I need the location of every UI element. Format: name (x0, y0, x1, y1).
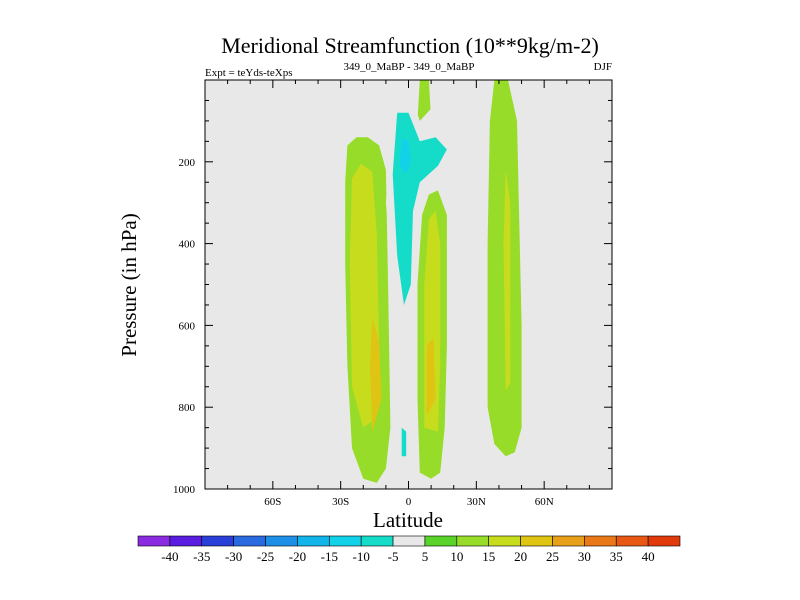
colorbar-level-label: 25 (546, 549, 559, 564)
x-tick-label: 60N (535, 496, 554, 508)
plot-area: 60S 30S 0 30N 60N 200 400 600 800 1000 (173, 79, 613, 508)
colorbar-swatch (615, 535, 649, 547)
colorbar-level-label: -15 (321, 549, 338, 564)
contour-fills (345, 80, 522, 483)
experiment-dates: 349_0_MaBP - 349_0_MaBP (344, 61, 475, 73)
colorbar-swatch (456, 535, 490, 547)
contour-region-neg-upper-peak (399, 137, 411, 175)
colorbar-swatch (137, 535, 171, 547)
colorbar-level-label: 15 (482, 549, 495, 564)
contour-region-neg-lower-core (401, 427, 407, 457)
colorbar-level-label: -20 (289, 549, 306, 564)
colorbar-level-label: -25 (257, 549, 274, 564)
season-label: DJF (594, 61, 612, 73)
x-tick-label: 0 (406, 496, 412, 508)
colorbar-swatch (392, 535, 426, 547)
colorbar-level-label: -30 (225, 549, 242, 564)
y-tick-label: 1000 (173, 484, 196, 496)
contour-region-nh-cell-core (503, 170, 511, 391)
x-tick-label: 30N (467, 496, 486, 508)
contour-region-eq-cell-peak (426, 337, 436, 416)
y-tick-label: 200 (179, 157, 196, 169)
colorbar-swatch (647, 535, 681, 547)
y-tick-label: 800 (179, 402, 196, 414)
colorbar-swatch (265, 535, 298, 547)
chart-title: Meridional Streamfunction (10**9kg/m-2) (221, 33, 599, 58)
colorbar-level-label: 5 (422, 549, 429, 564)
colorbar-swatch (552, 535, 585, 547)
x-tick-label: 60S (264, 496, 281, 508)
contour-region-sh-cell-peak (370, 317, 382, 432)
experiment-label: Expt = teYds-teXps (205, 67, 292, 79)
colorbar-swatch (584, 535, 617, 547)
colorbar-level-label: 35 (610, 549, 623, 564)
x-tick-label: 30S (332, 496, 349, 508)
colorbar-swatch (169, 535, 203, 547)
colorbar: -40 -35 -30 -25 -20 -15 -10 -5 5 10 15 20 25 30 35 40 (137, 535, 681, 564)
colorbar-swatch (360, 535, 394, 547)
colorbar-level-label: 30 (578, 549, 591, 564)
colorbar-swatch (233, 535, 266, 547)
colorbar-swatch (520, 535, 553, 547)
colorbar-level-label: 20 (514, 549, 527, 564)
x-axis-label: Latitude (373, 508, 443, 532)
colorbar-swatch (201, 535, 234, 547)
colorbar-level-label: 10 (450, 549, 463, 564)
colorbar-level-label: -40 (161, 549, 178, 564)
colorbar-level-label: -5 (388, 549, 399, 564)
colorbar-level-label: -10 (353, 549, 370, 564)
colorbar-swatch (424, 535, 458, 547)
y-axis-label: Pressure (in hPa) (117, 213, 141, 356)
colorbar-swatch (488, 535, 521, 547)
colorbar-swatch (297, 535, 330, 547)
colorbar-level-label: 40 (642, 549, 655, 564)
colorbar-level-label: -35 (193, 549, 210, 564)
y-tick-label: 600 (179, 320, 196, 332)
axis-ticks: 60S 30S 0 30N 60N 200 400 600 800 1000 (173, 80, 612, 508)
y-tick-label: 400 (179, 239, 196, 251)
colorbar-swatch (328, 535, 362, 547)
